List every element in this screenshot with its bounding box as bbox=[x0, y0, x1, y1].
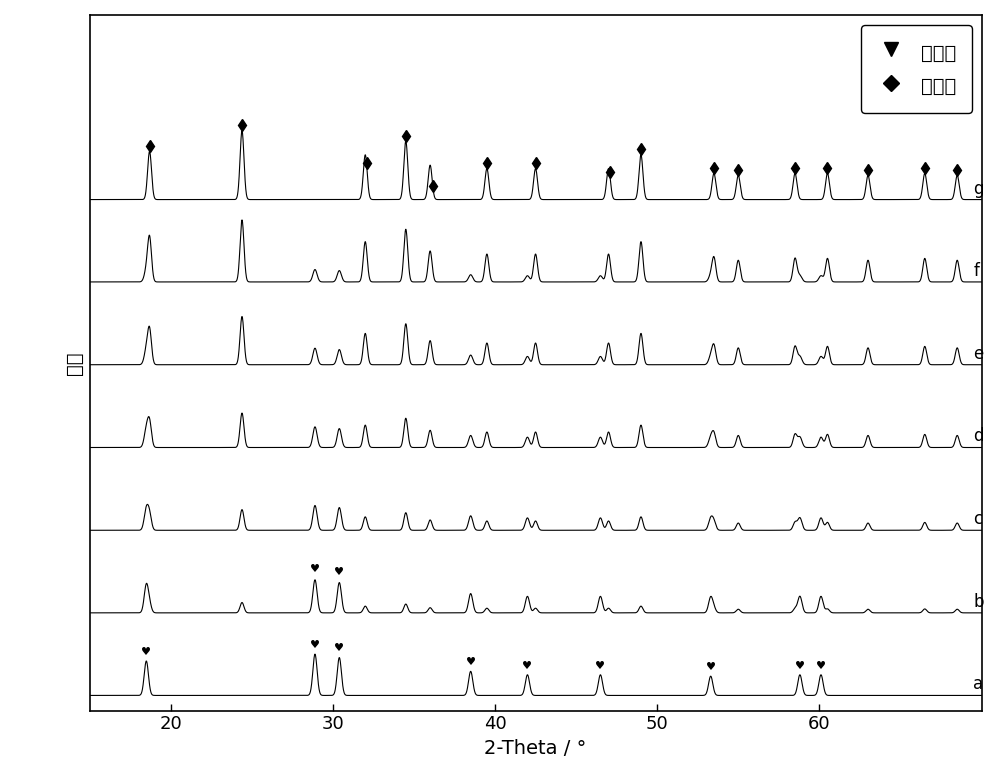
Text: ♥: ♥ bbox=[706, 662, 716, 672]
Text: g: g bbox=[973, 179, 984, 198]
Text: ♥: ♥ bbox=[816, 661, 826, 671]
Text: b: b bbox=[973, 593, 984, 611]
Text: ♥: ♥ bbox=[466, 657, 476, 667]
Text: a: a bbox=[973, 676, 984, 693]
X-axis label: 2-Theta / °: 2-Theta / ° bbox=[484, 739, 587, 758]
Text: d: d bbox=[973, 427, 984, 445]
Text: ♥: ♥ bbox=[522, 661, 532, 671]
Y-axis label: 强度: 强度 bbox=[65, 351, 84, 375]
Text: ♥: ♥ bbox=[795, 661, 805, 671]
Text: ♥: ♥ bbox=[310, 640, 320, 650]
Text: ♥: ♥ bbox=[595, 661, 605, 671]
Text: ♥: ♥ bbox=[310, 564, 320, 574]
Legend: 单斜相, 四方相: 单斜相, 四方相 bbox=[861, 25, 972, 113]
Text: ♥: ♥ bbox=[141, 647, 151, 657]
Text: c: c bbox=[973, 510, 983, 528]
Text: e: e bbox=[973, 345, 984, 363]
Text: ♥: ♥ bbox=[334, 567, 344, 577]
Text: f: f bbox=[973, 262, 979, 280]
Text: ♥: ♥ bbox=[334, 643, 344, 653]
